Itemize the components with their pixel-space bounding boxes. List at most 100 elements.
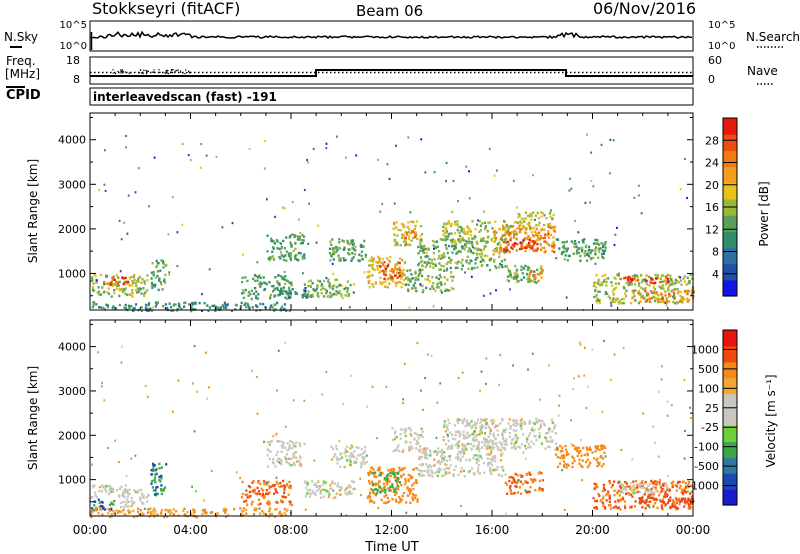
data-cell (153, 478, 156, 482)
data-cell (668, 300, 671, 303)
data-cell (475, 438, 478, 442)
data-cell (449, 259, 452, 262)
data-cell (394, 430, 397, 433)
data-cell (382, 281, 385, 284)
data-cell (394, 274, 397, 277)
data-cell (484, 417, 487, 421)
data-cell (417, 468, 420, 471)
data-cell (634, 289, 637, 292)
data-cell (475, 240, 478, 244)
data-cell (674, 484, 677, 487)
data-cell (153, 513, 156, 516)
data-cell (477, 247, 480, 250)
data-cell (505, 443, 508, 446)
data-cell (421, 451, 424, 455)
data-cell (546, 439, 549, 443)
data-cell (475, 461, 478, 465)
data-cell (289, 502, 292, 506)
data-cell (398, 469, 401, 472)
data-cell (106, 446, 109, 450)
data-cell (467, 250, 470, 253)
data-cell (130, 457, 133, 460)
data-cell (402, 473, 405, 476)
data-cell (260, 487, 263, 491)
data-cell (215, 155, 218, 158)
data-cell (517, 479, 520, 482)
data-cell (452, 474, 455, 478)
data-cell (458, 231, 461, 234)
data-cell (593, 482, 596, 485)
data-cell (502, 226, 505, 229)
data-cell (369, 498, 372, 501)
data-cell (120, 288, 123, 292)
data-cell (351, 247, 354, 250)
data-cell (493, 426, 496, 429)
nave-point (153, 69, 155, 71)
data-cell (596, 239, 599, 242)
data-cell (462, 227, 465, 231)
data-cell (404, 231, 407, 234)
data-cell (659, 280, 662, 284)
data-cell (345, 514, 348, 517)
data-cell (394, 488, 397, 491)
data-cell (414, 235, 417, 239)
data-cell (598, 494, 601, 497)
data-cell (558, 394, 561, 397)
nave-point (179, 70, 182, 72)
data-cell (522, 219, 525, 222)
power-ylabel: Slant Range [km] (26, 159, 40, 263)
data-cell (338, 439, 341, 442)
data-cell (337, 254, 340, 257)
data-cell (489, 419, 493, 423)
data-cell (313, 492, 316, 495)
data-cell (149, 510, 152, 514)
data-cell (625, 489, 628, 492)
data-cell (255, 296, 258, 300)
data-cell (440, 264, 443, 267)
data-cell (582, 241, 585, 244)
data-cell (468, 240, 471, 243)
data-cell (626, 276, 630, 279)
data-cell (336, 484, 339, 488)
data-cell (644, 490, 647, 493)
data-cell (473, 439, 476, 443)
data-cell (673, 288, 676, 291)
data-cell (298, 442, 301, 445)
data-cell (398, 275, 401, 279)
data-cell (581, 459, 584, 462)
data-cell (520, 244, 523, 247)
data-cell (461, 227, 464, 230)
data-cell (393, 223, 396, 226)
data-cell (477, 443, 480, 447)
data-cell (424, 265, 427, 269)
data-cell (330, 243, 333, 246)
data-cell (524, 245, 527, 248)
data-cell (283, 487, 286, 490)
data-cell (289, 235, 292, 239)
data-cell (139, 288, 142, 291)
data-cell (269, 295, 272, 298)
data-cell (198, 301, 201, 305)
data-cell (541, 479, 545, 482)
data-cell (658, 285, 661, 288)
data-cell (463, 248, 466, 251)
data-cell (345, 156, 347, 159)
data-cell (581, 465, 584, 469)
data-cell (555, 257, 558, 260)
data-cell (536, 211, 539, 215)
data-cell (396, 484, 399, 488)
data-cell (593, 457, 596, 460)
data-cell (438, 469, 441, 472)
data-cell (474, 421, 477, 424)
data-cell (537, 234, 540, 238)
data-cell (480, 253, 483, 256)
data-cell (270, 239, 273, 243)
data-cell (349, 447, 352, 450)
data-cell (437, 447, 440, 450)
data-cell (348, 248, 351, 251)
data-cell (629, 493, 633, 496)
data-cell (431, 276, 434, 279)
data-cell (622, 301, 625, 305)
data-cell (516, 491, 519, 494)
data-cell (418, 273, 421, 276)
